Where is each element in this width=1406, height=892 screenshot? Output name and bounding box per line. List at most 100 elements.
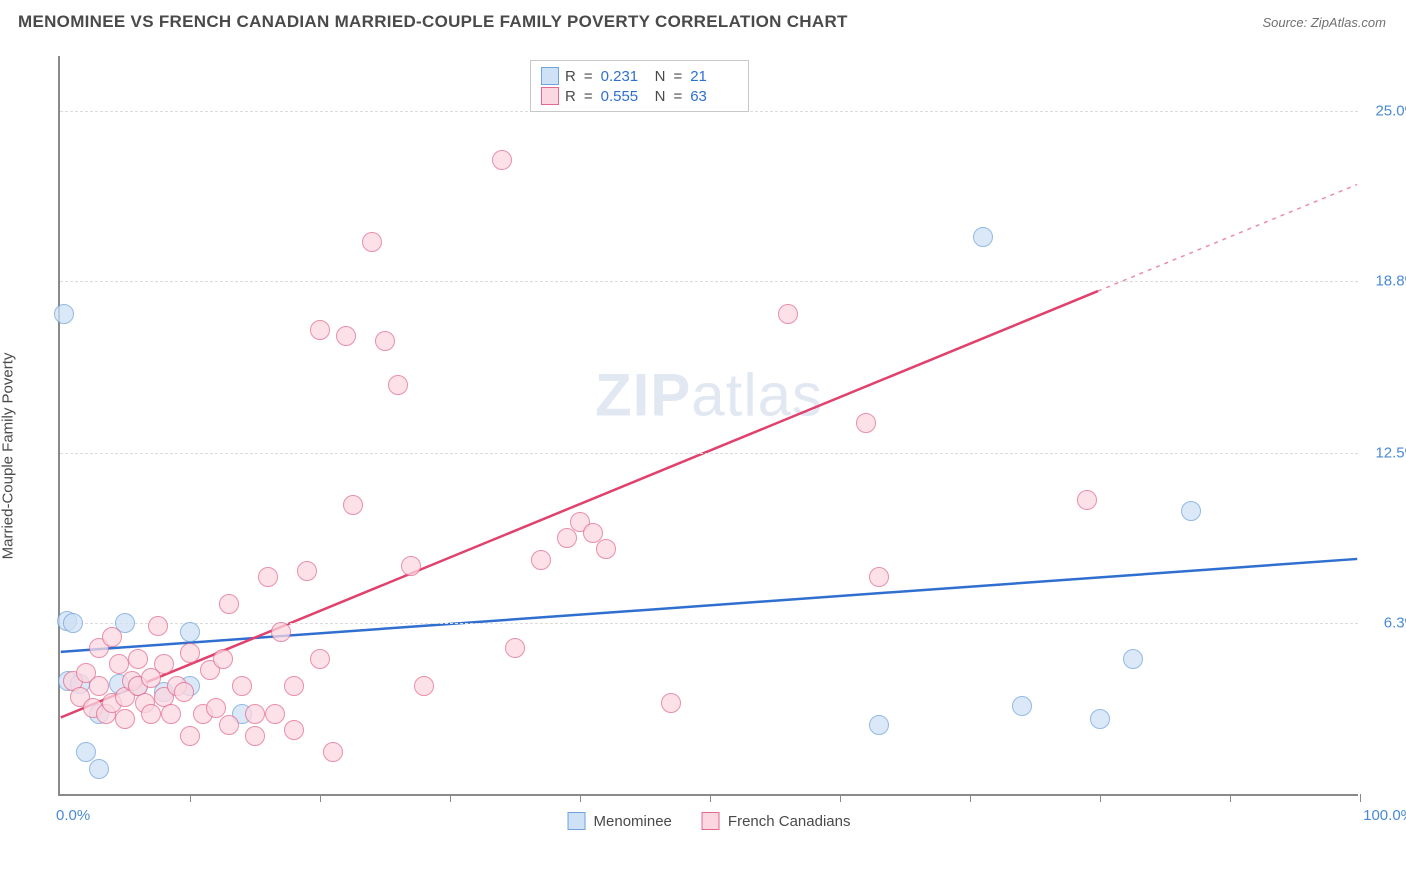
legend-row-menominee: R = 0.231 N = 21	[541, 67, 738, 85]
x-tick	[450, 794, 451, 802]
data-point	[531, 550, 551, 570]
legend-row-french: R = 0.555 N = 63	[541, 87, 738, 105]
legend-R-label2: R	[565, 88, 576, 105]
data-point	[869, 715, 889, 735]
series-legend: Menominee French Canadians	[568, 812, 851, 830]
data-point	[1077, 490, 1097, 510]
data-point	[661, 693, 681, 713]
legend-R-val-0: 0.231	[601, 68, 649, 85]
data-point	[414, 676, 434, 696]
y-tick-label: 12.5%	[1375, 445, 1406, 462]
data-point	[505, 638, 525, 658]
data-point	[180, 726, 200, 746]
data-point	[265, 704, 285, 724]
data-point	[973, 227, 993, 247]
data-point	[258, 567, 278, 587]
x-tick	[710, 794, 711, 802]
legend-eq3: =	[584, 88, 593, 105]
swatch-french	[541, 87, 559, 105]
data-point	[1090, 709, 1110, 729]
data-point	[343, 495, 363, 515]
legend-R-val-1: 0.555	[601, 88, 649, 105]
data-point	[219, 715, 239, 735]
legend-label-1: French Canadians	[728, 813, 851, 830]
data-point	[141, 704, 161, 724]
legend-eq: =	[584, 68, 593, 85]
gridline	[60, 453, 1358, 454]
chart-container: Married-Couple Family Poverty ZIPatlas R…	[20, 46, 1386, 866]
data-point	[362, 232, 382, 252]
data-point	[219, 594, 239, 614]
data-point	[271, 622, 291, 642]
data-point	[401, 556, 421, 576]
y-axis-label: Married-Couple Family Poverty	[0, 353, 17, 560]
data-point	[245, 704, 265, 724]
data-point	[388, 375, 408, 395]
legend-N-label: N	[655, 68, 666, 85]
x-tick	[1230, 794, 1231, 802]
data-point	[1181, 501, 1201, 521]
data-point	[297, 561, 317, 581]
data-point	[232, 676, 252, 696]
legend-label-0: Menominee	[594, 813, 672, 830]
legend-N-label2: N	[655, 88, 666, 105]
data-point	[1123, 649, 1143, 669]
data-point	[180, 622, 200, 642]
chart-header: MENOMINEE VS FRENCH CANADIAN MARRIED-COU…	[0, 0, 1406, 38]
data-point	[54, 304, 74, 324]
legend-eq2: =	[673, 68, 682, 85]
data-point	[115, 709, 135, 729]
x-tick	[970, 794, 971, 802]
data-point	[102, 627, 122, 647]
x-tick	[580, 794, 581, 802]
data-point	[336, 326, 356, 346]
data-point	[375, 331, 395, 351]
data-point	[1012, 696, 1032, 716]
legend-item-menominee: Menominee	[568, 812, 672, 830]
data-point	[778, 304, 798, 324]
data-point	[174, 682, 194, 702]
data-point	[310, 649, 330, 669]
source-name: ZipAtlas.com	[1311, 15, 1386, 30]
watermark-light: atlas	[691, 362, 823, 429]
source-prefix: Source:	[1262, 15, 1310, 30]
data-point	[245, 726, 265, 746]
x-max-label: 100.0%	[1363, 807, 1406, 824]
data-point	[128, 649, 148, 669]
data-point	[596, 539, 616, 559]
chart-source: Source: ZipAtlas.com	[1262, 15, 1386, 30]
gridline	[60, 281, 1358, 282]
data-point	[856, 413, 876, 433]
data-point	[310, 320, 330, 340]
data-point	[180, 643, 200, 663]
x-tick	[1360, 794, 1361, 802]
legend-R-label: R	[565, 68, 576, 85]
data-point	[284, 676, 304, 696]
x-tick	[1100, 794, 1101, 802]
swatch-menominee	[541, 67, 559, 85]
data-point	[492, 150, 512, 170]
data-point	[284, 720, 304, 740]
x-tick	[840, 794, 841, 802]
y-tick-label: 6.3%	[1384, 615, 1406, 632]
data-point	[213, 649, 233, 669]
gridline	[60, 623, 1358, 624]
data-point	[869, 567, 889, 587]
swatch-french-b	[702, 812, 720, 830]
x-min-label: 0.0%	[56, 807, 90, 824]
legend-N-val-0: 21	[690, 68, 738, 85]
data-point	[63, 613, 83, 633]
data-point	[154, 654, 174, 674]
data-point	[89, 759, 109, 779]
legend-item-french: French Canadians	[702, 812, 851, 830]
chart-title: MENOMINEE VS FRENCH CANADIAN MARRIED-COU…	[18, 12, 848, 32]
y-tick-label: 25.0%	[1375, 102, 1406, 119]
y-tick-label: 18.8%	[1375, 272, 1406, 289]
x-tick	[320, 794, 321, 802]
data-point	[323, 742, 343, 762]
watermark-bold: ZIP	[595, 362, 691, 429]
legend-eq4: =	[673, 88, 682, 105]
swatch-menominee-b	[568, 812, 586, 830]
plot-area: ZIPatlas R = 0.231 N = 21 R = 0.555 N = …	[58, 56, 1358, 796]
data-point	[148, 616, 168, 636]
